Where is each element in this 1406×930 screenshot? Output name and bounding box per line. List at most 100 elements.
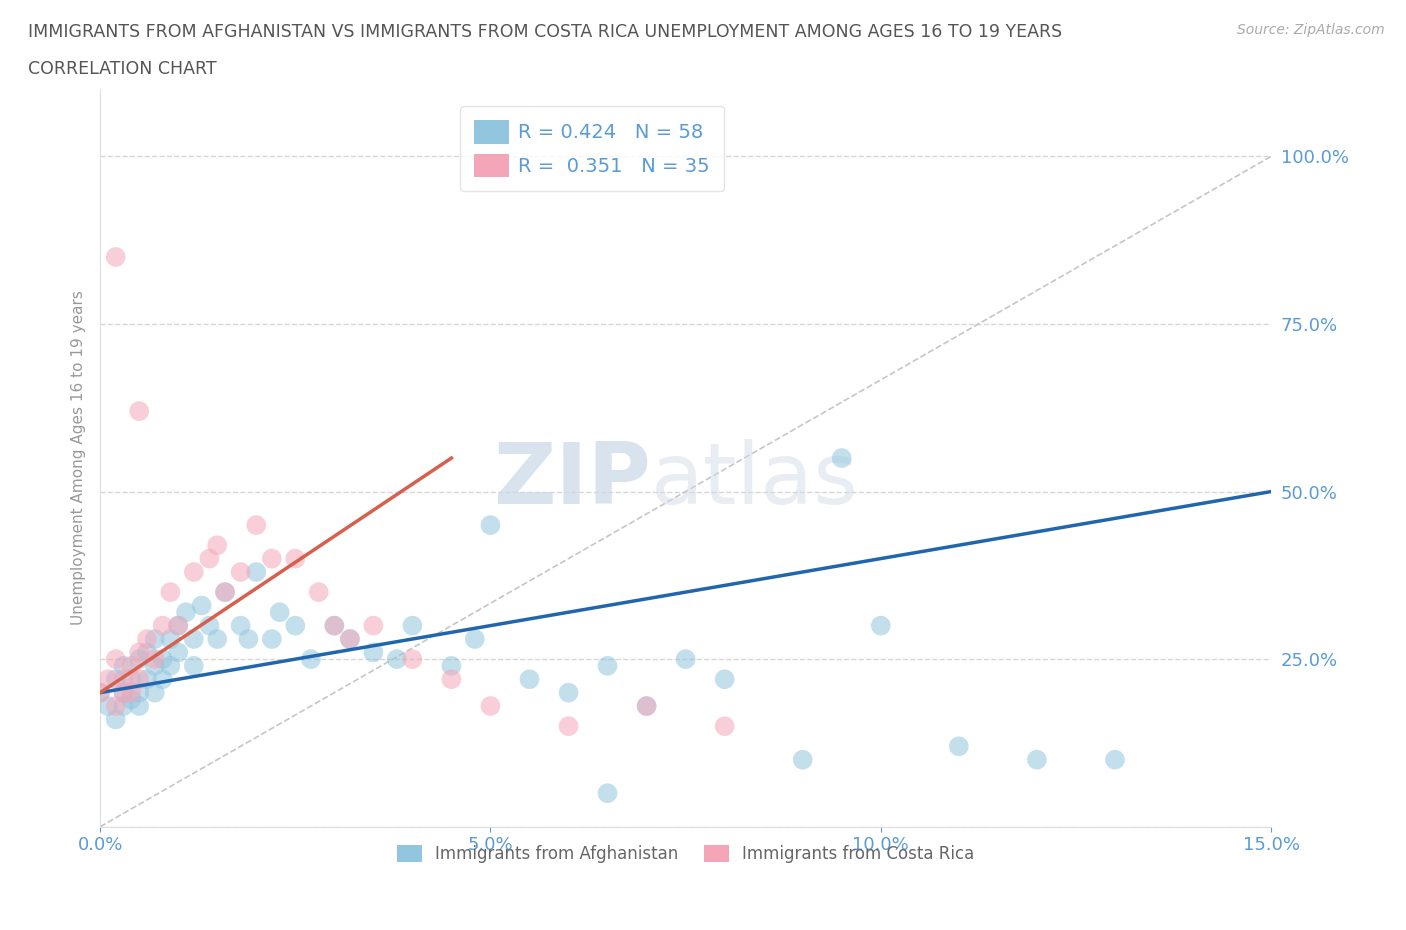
Point: [636, 698, 658, 713]
Point: [112, 685, 135, 700]
Point: [198, 551, 221, 566]
Point: [205, 631, 228, 646]
Legend: Immigrants from Afghanistan, Immigrants from Costa Rica: Immigrants from Afghanistan, Immigrants …: [391, 839, 981, 870]
Point: [363, 645, 385, 660]
Point: [596, 786, 619, 801]
Point: [948, 738, 970, 753]
Point: [104, 712, 127, 727]
Point: [260, 631, 283, 646]
Point: [1025, 752, 1047, 767]
Point: [159, 658, 181, 673]
Point: [183, 631, 205, 646]
Point: [245, 565, 267, 579]
Point: [385, 652, 408, 667]
Y-axis label: Unemployment Among Ages 16 to 19 years: Unemployment Among Ages 16 to 19 years: [72, 290, 86, 626]
Point: [104, 652, 127, 667]
Point: [183, 565, 205, 579]
Point: [557, 685, 579, 700]
Point: [183, 658, 205, 673]
Point: [713, 671, 735, 686]
Point: [120, 671, 142, 686]
Point: [143, 631, 166, 646]
Point: [143, 658, 166, 673]
Point: [284, 551, 307, 566]
Point: [128, 698, 150, 713]
Point: [128, 645, 150, 660]
Point: [1104, 752, 1126, 767]
Point: [167, 618, 190, 633]
Point: [214, 585, 236, 600]
Point: [214, 585, 236, 600]
Point: [89, 685, 111, 700]
Point: [869, 618, 891, 633]
Point: [308, 585, 330, 600]
Point: [128, 652, 150, 667]
Point: [143, 652, 166, 667]
Point: [136, 645, 159, 660]
Point: [120, 685, 142, 700]
Point: [792, 752, 814, 767]
Point: [152, 671, 174, 686]
Point: [299, 652, 322, 667]
Point: [479, 518, 502, 533]
Point: [440, 658, 463, 673]
Point: [596, 658, 619, 673]
Point: [128, 685, 150, 700]
Point: [89, 685, 111, 700]
Point: [159, 631, 181, 646]
Point: [143, 685, 166, 700]
Point: [675, 652, 697, 667]
Point: [831, 451, 853, 466]
Point: [97, 671, 120, 686]
Point: [152, 652, 174, 667]
Point: [245, 518, 267, 533]
Point: [519, 671, 541, 686]
Point: [128, 671, 150, 686]
Point: [190, 598, 212, 613]
Point: [97, 698, 120, 713]
Point: [120, 658, 142, 673]
Point: [112, 671, 135, 686]
Point: [174, 604, 197, 619]
Point: [112, 698, 135, 713]
Point: [167, 618, 190, 633]
Point: [323, 618, 346, 633]
Point: [401, 652, 423, 667]
Point: [238, 631, 260, 646]
Point: [136, 631, 159, 646]
Point: [229, 565, 252, 579]
Point: [104, 671, 127, 686]
Point: [636, 698, 658, 713]
Text: IMMIGRANTS FROM AFGHANISTAN VS IMMIGRANTS FROM COSTA RICA UNEMPLOYMENT AMONG AGE: IMMIGRANTS FROM AFGHANISTAN VS IMMIGRANT…: [28, 23, 1063, 41]
Point: [339, 631, 361, 646]
Point: [128, 404, 150, 418]
Point: [713, 719, 735, 734]
Point: [152, 618, 174, 633]
Point: [205, 538, 228, 552]
Text: Source: ZipAtlas.com: Source: ZipAtlas.com: [1237, 23, 1385, 37]
Point: [479, 698, 502, 713]
Text: ZIP: ZIP: [492, 439, 651, 522]
Point: [167, 645, 190, 660]
Point: [284, 618, 307, 633]
Point: [260, 551, 283, 566]
Point: [401, 618, 423, 633]
Point: [112, 685, 135, 700]
Point: [339, 631, 361, 646]
Point: [557, 719, 579, 734]
Point: [120, 692, 142, 707]
Text: CORRELATION CHART: CORRELATION CHART: [28, 60, 217, 78]
Text: atlas: atlas: [651, 439, 859, 522]
Point: [323, 618, 346, 633]
Point: [104, 249, 127, 264]
Point: [464, 631, 486, 646]
Point: [269, 604, 291, 619]
Point: [440, 671, 463, 686]
Point: [112, 658, 135, 673]
Point: [198, 618, 221, 633]
Point: [159, 585, 181, 600]
Point: [136, 671, 159, 686]
Point: [363, 618, 385, 633]
Point: [104, 698, 127, 713]
Point: [229, 618, 252, 633]
